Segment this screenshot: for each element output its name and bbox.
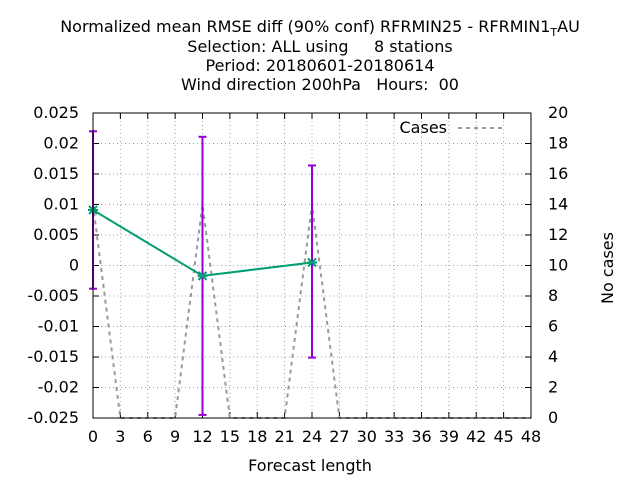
y2-tick-label: 10: [548, 256, 568, 275]
chart-title-line-2: Selection: ALL using 8 stations: [187, 37, 453, 56]
x-tick-label: 0: [88, 427, 98, 446]
chart-title-line-1: Normalized mean RMSE diff (90% conf) RFR…: [0, 17, 640, 42]
legend-label-cases: Cases: [400, 118, 448, 137]
plot-frame: [92, 112, 532, 419]
y-tick-labels: -0.025 -0.02 -0.015 -0.01 -0.005 0 0.005 0.01 0.…: [27, 103, 79, 427]
y2-tick-labels: 0 2 4 6 8 10 12 14 16 18 20: [548, 103, 568, 427]
y2-tick-label: 6: [548, 317, 558, 336]
chart-title-line-3: Period: 20180601-20180614: [205, 56, 435, 75]
chart-title-suffix: AU: [557, 17, 580, 36]
chart-title-subscript: T: [550, 26, 558, 40]
y-tick-label: -0.025: [27, 408, 79, 427]
y2-tick-label: 4: [548, 347, 558, 366]
legend: Cases: [400, 118, 506, 137]
y2-axis-label: No cases: [598, 232, 617, 304]
y-tick-label: 0.015: [33, 164, 79, 183]
x-tick-label: 39: [439, 427, 459, 446]
y2-tick-label: 20: [548, 103, 568, 122]
y2-tick-label: 2: [548, 378, 558, 397]
x-tick-label: 18: [247, 427, 267, 446]
y2-tick-label: 12: [548, 225, 568, 244]
x-tick-label: 36: [411, 427, 431, 446]
x-tick-label: 33: [384, 427, 404, 446]
y-tick-label: -0.01: [38, 317, 79, 336]
data-point-marker: [307, 257, 317, 268]
y-tick-label: 0.005: [33, 225, 79, 244]
x-tick-label: 42: [466, 427, 486, 446]
y-tick-label: 0.025: [33, 103, 79, 122]
y-tick-label: 0.02: [43, 134, 79, 153]
y2-tick-label: 0: [548, 408, 558, 427]
x-tick-label: 30: [357, 427, 377, 446]
y2-tick-label: 16: [548, 164, 568, 183]
y2-tick-label: 18: [548, 134, 568, 153]
chart-title-line-4: Wind direction 200hPa Hours: 00: [181, 75, 459, 94]
chart-title-text: Normalized mean RMSE diff (90% conf) RFR…: [60, 17, 551, 36]
y2-tick-label: 14: [548, 195, 568, 214]
x-tick-label: 21: [274, 427, 294, 446]
y-tick-label: -0.015: [27, 347, 79, 366]
y-tick-label: 0.01: [43, 195, 79, 214]
y-tick-label: -0.02: [38, 378, 79, 397]
x-tick-label: 3: [115, 427, 125, 446]
x-tick-label: 24: [302, 427, 322, 446]
x-tick-label: 27: [329, 427, 349, 446]
y-tick-label: -0.005: [27, 286, 79, 305]
x-axis-label: Forecast length: [248, 456, 372, 475]
x-tick-label: 45: [493, 427, 513, 446]
x-tick-label: 6: [143, 427, 153, 446]
x-tick-label: 15: [220, 427, 240, 446]
x-tick-label: 48: [521, 427, 541, 446]
y2-tick-label: 8: [548, 286, 558, 305]
y-tick-label: 0: [69, 256, 79, 275]
x-tick-label: 12: [192, 427, 212, 446]
x-tick-label: 9: [170, 427, 180, 446]
data-point-marker: [197, 271, 208, 281]
x-tick-labels: 0 3 6 9 12 15 18 21 24 27 30 33 36 39 42 45 48: [88, 427, 541, 446]
